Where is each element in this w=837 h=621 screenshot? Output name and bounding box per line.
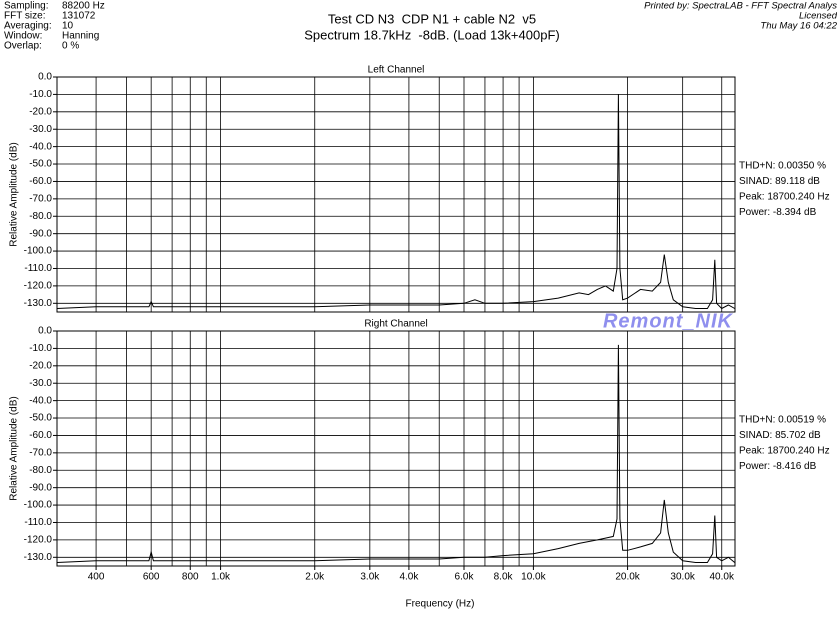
x-tick-label: 2.0k [305, 572, 325, 583]
x-tick-label: 10.0k [521, 572, 546, 583]
info-key: FFT size: [4, 11, 45, 22]
printed-by: Thu May 16 04:22 [760, 21, 837, 32]
y-tick-label: -90.0 [29, 228, 52, 239]
spectrum-line [56, 344, 736, 563]
info-key: Window: [4, 31, 42, 42]
spectrum-line [56, 94, 735, 310]
info-value: 131072 [62, 11, 96, 22]
y-tick-label: -40.0 [29, 395, 52, 406]
info-key: Sampling: [4, 1, 48, 12]
chart-title: Left Channel [368, 65, 425, 76]
info-key: Averaging: [4, 21, 52, 32]
x-tick-label: 40.0k [710, 572, 735, 583]
chart-title: Right Channel [364, 319, 427, 330]
y-tick-label: 0.0 [38, 72, 52, 83]
watermark: Remont_NIK [603, 310, 734, 332]
x-tick-label: 3.0k [360, 572, 380, 583]
y-tick-label: -100.0 [24, 500, 53, 511]
x-tick-label: 6.0k [455, 572, 475, 583]
y-tick-label: -100.0 [24, 246, 53, 257]
y-tick-label: -20.0 [29, 106, 52, 117]
info-value: Hanning [62, 31, 99, 42]
y-axis-label: Relative Amplitude (dB) [9, 142, 20, 247]
y-tick-label: -120.0 [24, 535, 53, 546]
plot-area [57, 77, 735, 312]
y-tick-label: -50.0 [29, 413, 52, 424]
stat-readout: THD+N: 0.00519 % [739, 415, 826, 426]
stat-readout: THD+N: 0.00350 % [739, 161, 826, 172]
printed-by: Printed by: SpectraLAB - FFT Spectral An… [644, 1, 837, 12]
info-key: Overlap: [4, 41, 42, 52]
x-tick-label: 8.0k [494, 572, 514, 583]
y-tick-label: -130.0 [24, 552, 53, 563]
stat-readout: Power: -8.416 dB [739, 461, 817, 472]
y-tick-label: -70.0 [29, 447, 52, 458]
y-tick-label: -80.0 [29, 211, 52, 222]
info-value: 0 % [62, 41, 79, 52]
y-tick-label: -30.0 [29, 378, 52, 389]
x-tick-label: 20.0k [615, 572, 640, 583]
x-tick-label: 1.0k [211, 572, 231, 583]
y-tick-label: -110.0 [24, 263, 52, 274]
x-tick-label: 400 [88, 572, 105, 583]
title-line: Test CD N3 CDP N1 + cable N2 v5 [328, 11, 536, 26]
y-tick-label: -40.0 [29, 141, 52, 152]
y-tick-label: -60.0 [29, 430, 52, 441]
plot-area [57, 331, 735, 566]
y-tick-label: -120.0 [24, 281, 53, 292]
y-tick-label: -130.0 [24, 298, 53, 309]
y-tick-label: -50.0 [29, 159, 52, 170]
y-tick-label: -60.0 [29, 176, 52, 187]
y-tick-label: -70.0 [29, 193, 52, 204]
x-axis-label: Frequency (Hz) [406, 599, 475, 610]
y-tick-label: -110.0 [24, 517, 52, 528]
x-tick-label: 4.0k [399, 572, 419, 583]
x-tick-label: 600 [143, 572, 160, 583]
y-tick-label: -90.0 [29, 482, 52, 493]
x-tick-label: 800 [182, 572, 199, 583]
y-tick-label: -80.0 [29, 465, 52, 476]
stat-readout: SINAD: 89.118 dB [739, 176, 820, 187]
info-value: 88200 Hz [62, 1, 105, 12]
title-line: Spectrum 18.7kHz -8dB. (Load 13k+400pF) [304, 27, 559, 42]
y-tick-label: 0.0 [38, 326, 52, 337]
y-tick-label: -10.0 [29, 343, 52, 354]
y-tick-label: -10.0 [29, 89, 52, 100]
plot-frame [56, 330, 736, 567]
stat-readout: Peak: 18700.240 Hz [739, 192, 830, 203]
y-tick-label: -30.0 [29, 124, 52, 135]
printed-by: Licensed [799, 11, 837, 22]
y-tick-label: -20.0 [29, 360, 52, 371]
info-value: 10 [62, 21, 74, 32]
y-axis-label: Relative Amplitude (dB) [9, 396, 20, 501]
stat-readout: Peak: 18700.240 Hz [739, 446, 830, 457]
x-tick-label: 30.0k [670, 572, 695, 583]
stat-readout: SINAD: 85.702 dB [739, 430, 821, 441]
stat-readout: Power: -8.394 dB [739, 207, 817, 218]
plot-frame [56, 76, 736, 313]
